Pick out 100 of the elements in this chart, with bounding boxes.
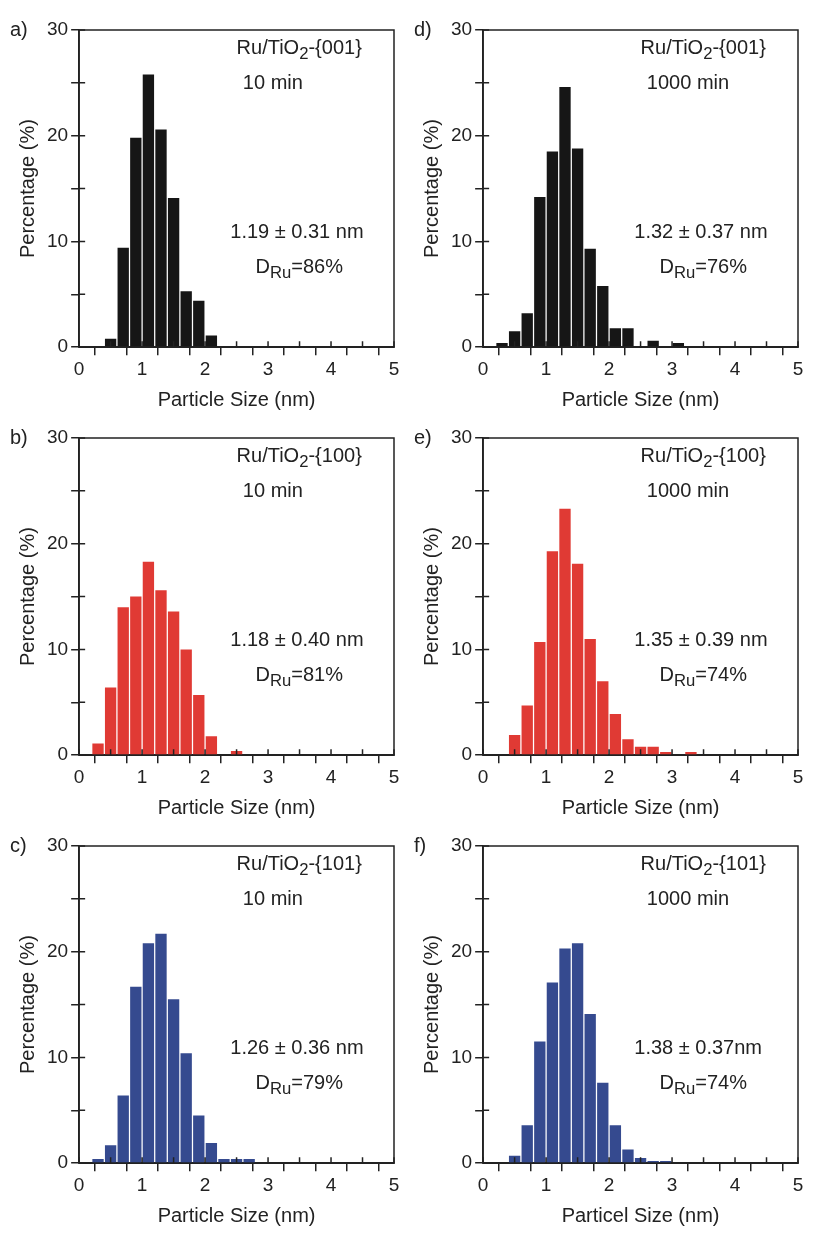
annotation: D$_{Ru}$=86% xyxy=(255,255,343,285)
annotation: 1.35 ± 0.39 nm xyxy=(634,628,768,651)
annotation: 1.19 ± 0.31 nm xyxy=(230,220,364,243)
annotation: D$_{Ru}$=74% xyxy=(659,1071,747,1101)
y-tick-label: 20 xyxy=(46,531,69,553)
y-tick-label: 30 xyxy=(450,18,473,40)
x-axis-title: Particle Size (nm) xyxy=(157,1203,316,1226)
y-tick-label: 20 xyxy=(46,939,69,961)
y-tick-label: 10 xyxy=(46,637,69,659)
y-tick-label: 20 xyxy=(450,939,473,961)
chart-title: a) xyxy=(10,18,28,40)
y-tick-label: 30 xyxy=(46,834,69,856)
y-tick-label: 30 xyxy=(450,834,473,856)
annotation: Ru/TiO$_{2}$-{001} xyxy=(640,36,766,66)
x-tick-label: 3 xyxy=(262,1173,274,1195)
y-tick-label: 30 xyxy=(46,18,69,40)
x-tick-label: 0 xyxy=(73,357,85,379)
x-tick-label: 2 xyxy=(603,357,615,379)
annotation: 1.38 ± 0.37nm xyxy=(634,1036,762,1059)
annotation: D$_{Ru}$=81% xyxy=(255,663,343,693)
annotation: D$_{Ru}$=74% xyxy=(659,663,747,693)
y-axis-title: Percentage (%) xyxy=(419,527,442,667)
y-axis-title: Percentage (%) xyxy=(15,935,38,1075)
x-axis-title: Particle Size (nm) xyxy=(157,795,316,818)
x-tick-label: 4 xyxy=(729,765,741,787)
annotation: Ru/TiO$_{2}$-{001} xyxy=(236,36,362,66)
x-tick-label: 0 xyxy=(73,765,85,787)
y-tick-label: 10 xyxy=(450,229,473,251)
x-tick-label: 3 xyxy=(666,1173,678,1195)
y-axis-title: Percentage (%) xyxy=(419,935,442,1075)
annotation: 10 min xyxy=(242,71,303,94)
x-tick-label: 0 xyxy=(477,357,489,379)
annotation: Ru/TiO$_{2}$-{101} xyxy=(640,852,766,882)
y-tick-label: 10 xyxy=(450,637,473,659)
y-axis-title: Percentage (%) xyxy=(15,527,38,667)
y-tick-label: 0 xyxy=(461,743,473,765)
annotation: 1.26 ± 0.36 nm xyxy=(230,1036,364,1059)
x-tick-label: 2 xyxy=(199,357,211,379)
x-tick-label: 2 xyxy=(603,1173,615,1195)
x-tick-label: 1 xyxy=(540,357,552,379)
annotation: 1000 min xyxy=(646,479,730,502)
x-tick-label: 2 xyxy=(603,765,615,787)
x-tick-label: 3 xyxy=(666,765,678,787)
x-tick-label: 4 xyxy=(325,765,337,787)
x-tick-label: 4 xyxy=(325,1173,337,1195)
x-tick-label: 4 xyxy=(729,1173,741,1195)
y-axis-title: Percentage (%) xyxy=(419,119,442,259)
annotation: 1000 min xyxy=(646,887,730,910)
annotation: 10 min xyxy=(242,887,303,910)
annotation: Ru/TiO$_{2}$-{100} xyxy=(640,444,766,474)
y-tick-label: 30 xyxy=(46,426,69,448)
x-tick-label: 1 xyxy=(136,1173,148,1195)
y-tick-label: 10 xyxy=(450,1045,473,1067)
chart-title: e) xyxy=(414,426,432,448)
x-tick-label: 5 xyxy=(792,765,804,787)
annotation: 1.32 ± 0.37 nm xyxy=(634,220,768,243)
x-tick-label: 3 xyxy=(666,357,678,379)
annotation: D$_{Ru}$=79% xyxy=(255,1071,343,1101)
y-tick-label: 0 xyxy=(57,1151,69,1173)
x-tick-label: 1 xyxy=(540,765,552,787)
x-tick-label: 3 xyxy=(262,357,274,379)
annotation: D$_{Ru}$=76% xyxy=(659,255,747,285)
annotation: Ru/TiO$_{2}$-{101} xyxy=(236,852,362,882)
chart-title: c) xyxy=(10,834,27,856)
annotation: 10 min xyxy=(242,479,303,502)
x-tick-label: 5 xyxy=(792,357,804,379)
x-tick-label: 2 xyxy=(199,1173,211,1195)
x-tick-label: 4 xyxy=(729,357,741,379)
x-tick-label: 5 xyxy=(388,1173,400,1195)
y-tick-label: 20 xyxy=(46,123,69,145)
annotation: Ru/TiO$_{2}$-{100} xyxy=(236,444,362,474)
x-axis-title: Particel Size (nm) xyxy=(561,1203,720,1226)
x-tick-label: 5 xyxy=(792,1173,804,1195)
y-tick-label: 0 xyxy=(461,1151,473,1173)
x-axis-title: Particle Size (nm) xyxy=(561,387,720,410)
x-tick-label: 2 xyxy=(199,765,211,787)
x-tick-label: 5 xyxy=(388,357,400,379)
chart-title: b) xyxy=(10,426,28,448)
annotation: 1.18 ± 0.40 nm xyxy=(230,628,364,651)
y-tick-label: 20 xyxy=(450,123,473,145)
x-tick-label: 1 xyxy=(136,765,148,787)
y-tick-label: 10 xyxy=(46,229,69,251)
y-tick-label: 10 xyxy=(46,1045,69,1067)
y-tick-label: 0 xyxy=(461,335,473,357)
chart-title: d) xyxy=(414,18,432,40)
y-tick-label: 20 xyxy=(450,531,473,553)
x-tick-label: 5 xyxy=(388,765,400,787)
annotation: 1000 min xyxy=(646,71,730,94)
x-tick-label: 1 xyxy=(136,357,148,379)
x-axis-title: Particle Size (nm) xyxy=(157,387,316,410)
x-axis-title: Particle Size (nm) xyxy=(561,795,720,818)
y-axis-title: Percentage (%) xyxy=(15,119,38,259)
x-tick-label: 3 xyxy=(262,765,274,787)
chart-title: f) xyxy=(414,834,427,856)
x-tick-label: 0 xyxy=(477,1173,489,1195)
y-tick-label: 30 xyxy=(450,426,473,448)
x-tick-label: 4 xyxy=(325,357,337,379)
x-tick-label: 1 xyxy=(540,1173,552,1195)
x-tick-label: 0 xyxy=(477,765,489,787)
y-tick-label: 0 xyxy=(57,743,69,765)
